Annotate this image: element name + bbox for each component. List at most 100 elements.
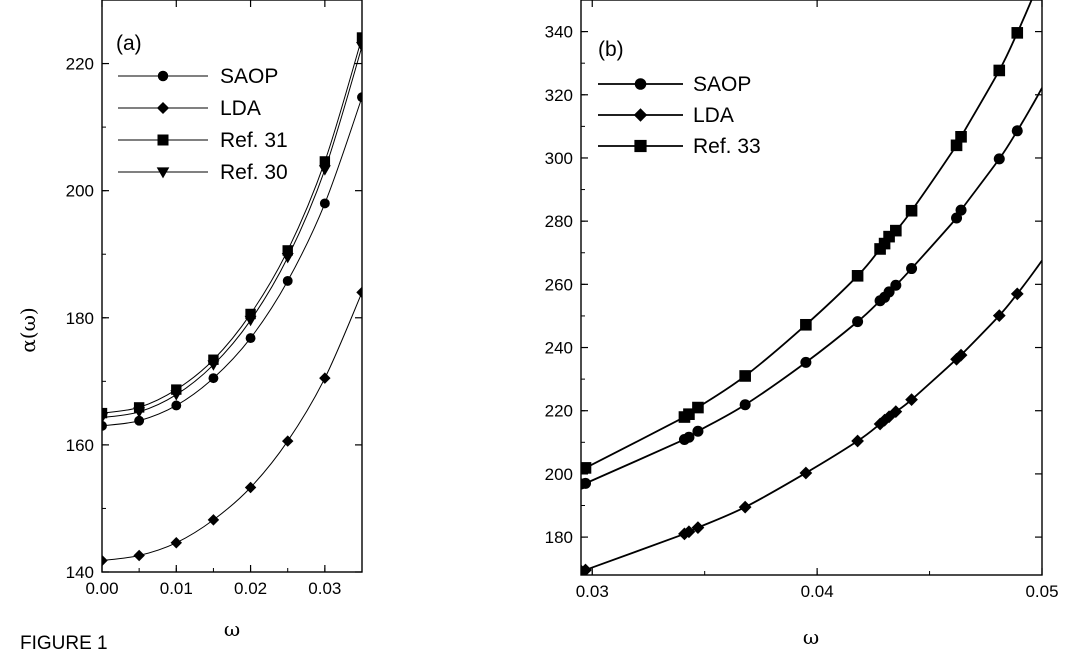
plot-frame — [101, 0, 363, 573]
data-point — [799, 466, 813, 480]
data-point — [1011, 27, 1024, 39]
legend-marker — [156, 167, 170, 179]
series-ref-33 — [581, 0, 1033, 475]
data-point — [1010, 287, 1024, 301]
data-point — [356, 32, 362, 43]
x-tick-label: 0.05 — [1025, 582, 1058, 601]
data-point — [800, 356, 812, 368]
x-tick-label: 0.03 — [576, 582, 609, 601]
data-point — [207, 514, 220, 526]
y-tick-label: 320 — [545, 86, 573, 105]
data-point — [683, 408, 695, 420]
legend-label: Ref. 31 — [220, 129, 288, 152]
legend-label: LDA — [693, 104, 734, 127]
data-point — [102, 420, 107, 431]
y-tick-label: 160 — [66, 436, 94, 455]
data-point — [890, 279, 902, 291]
chart-panel-b: 0.03 0.04 0.05 180 200 220 240 260 280 300 320 340 ω… — [545, 0, 1059, 649]
data-point — [133, 402, 145, 413]
data-point — [282, 245, 293, 256]
data-point — [993, 153, 1005, 165]
y-axis-title: α(ω) — [16, 307, 40, 352]
data-point — [738, 500, 752, 514]
data-point — [692, 425, 704, 437]
plot-frame — [580, 0, 1043, 576]
series-line — [102, 95, 362, 427]
data-point — [244, 315, 257, 327]
legend: SAOP LDA Ref. 33 — [598, 73, 761, 158]
data-point — [955, 130, 967, 143]
y-tick-label: 200 — [66, 182, 94, 201]
data-point — [682, 525, 696, 539]
data-point — [318, 165, 331, 176]
x-tick-label: 0.04 — [801, 582, 834, 601]
y-tick-label: 260 — [545, 275, 573, 294]
data-point — [581, 462, 592, 474]
data-point — [906, 263, 918, 275]
legend-label: SAOP — [693, 73, 751, 96]
legend-label: Ref. 33 — [693, 135, 761, 158]
series-saop — [102, 92, 362, 431]
figure-caption: FIGURE 1 — [20, 633, 108, 654]
y-tick-label: 280 — [545, 212, 573, 231]
x-tick-label: 0.02 — [234, 579, 267, 598]
panel-label: (b) — [598, 38, 624, 61]
y-tick-label: 140 — [66, 563, 94, 582]
series-line — [581, 259, 1042, 573]
data-point — [905, 204, 918, 217]
series-line — [102, 291, 362, 562]
y-tick-label: 300 — [545, 149, 573, 168]
data-point — [319, 198, 330, 209]
data-point — [319, 372, 331, 384]
legend-label: LDA — [220, 97, 261, 120]
legend-marker — [156, 101, 170, 115]
data-point — [993, 64, 1006, 77]
data-point — [357, 92, 362, 103]
data-point — [878, 237, 891, 250]
x-tick-label: 0.01 — [160, 579, 193, 598]
y-tick-label: 200 — [545, 465, 573, 484]
data-point — [581, 477, 592, 489]
data-point — [171, 400, 182, 411]
data-point — [955, 204, 967, 216]
data-point — [171, 384, 182, 395]
data-point — [134, 415, 145, 426]
data-point — [207, 360, 220, 371]
data-point — [208, 373, 219, 384]
data-point — [170, 537, 183, 549]
y-tick-label: 340 — [545, 23, 573, 42]
series-ref-30 — [102, 41, 362, 424]
data-point — [883, 230, 895, 243]
data-point — [245, 333, 256, 344]
legend-label: Ref. 30 — [220, 161, 288, 184]
legend-marker — [634, 78, 647, 90]
series-ref-31 — [102, 32, 362, 419]
chart-panel-a: 0.00 0.01 0.02 0.03 140 160 180 200 220 ω α(ω) (a) S… — [16, 0, 363, 641]
data-point — [954, 348, 968, 362]
y-tick-label: 220 — [545, 402, 573, 421]
series-lda — [102, 286, 362, 567]
series-line — [581, 0, 1033, 472]
data-point — [319, 156, 331, 167]
data-point — [356, 286, 362, 299]
data-point — [102, 413, 108, 424]
series-lda — [581, 259, 1042, 575]
data-point — [992, 309, 1006, 322]
legend-label: SAOP — [220, 65, 278, 88]
x-axis-title: ω — [803, 625, 819, 649]
data-point — [1011, 125, 1023, 137]
y-tick-label: 180 — [66, 309, 94, 328]
data-point — [133, 549, 145, 562]
series-line — [102, 35, 362, 414]
legend: SAOP LDA Ref. 31 Ref. 30 — [118, 65, 288, 184]
y-tick-label: 220 — [66, 55, 94, 74]
data-point — [890, 224, 902, 237]
data-point — [208, 354, 219, 365]
y-tick-label: 240 — [545, 339, 573, 358]
data-point — [102, 407, 108, 419]
data-point — [245, 308, 256, 320]
legend-marker — [634, 139, 647, 153]
data-point — [282, 275, 293, 286]
x-tick-label: 0.00 — [85, 579, 118, 598]
